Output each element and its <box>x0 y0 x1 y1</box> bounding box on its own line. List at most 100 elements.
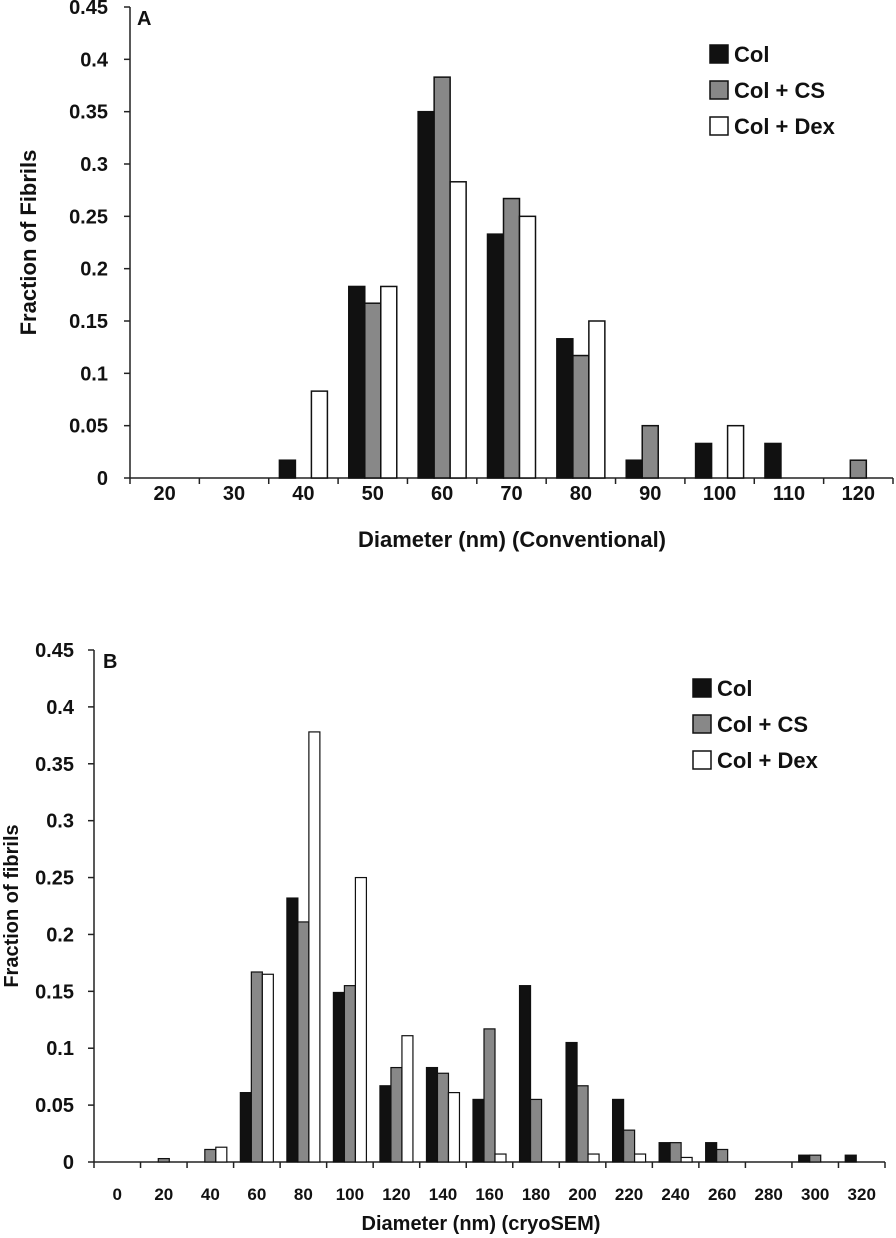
bar-col-90 <box>625 459 643 479</box>
bar-col-cs-160 <box>483 1028 496 1163</box>
y-tick-label: 0.05 <box>35 1095 74 1117</box>
bar-col-300 <box>798 1154 811 1163</box>
x-tick-label: 20 <box>154 483 176 505</box>
bar-col-dex-140 <box>447 1091 461 1163</box>
bar-col-dex-60 <box>261 973 274 1163</box>
x-tick-label: 110 <box>773 483 805 505</box>
bar-col-160 <box>472 1098 485 1163</box>
x-tick-label: 320 <box>848 1185 876 1204</box>
legend: Col Col + CS Col + Dex <box>692 676 819 773</box>
y-tick-label: 0.1 <box>46 1038 74 1060</box>
bar-col-dex-240 <box>680 1156 693 1163</box>
bar-col-cs-40 <box>204 1148 217 1163</box>
legend-label: Col <box>717 676 752 701</box>
bar-col-dex-200 <box>587 1153 600 1163</box>
x-tick-label: 160 <box>475 1185 503 1204</box>
x-axis-title: Diameter (nm) (Conventional) <box>358 527 666 552</box>
y-tick-label: 0.05 <box>69 416 108 438</box>
chart-panel-a: 0 0.05 0.1 0.15 0.2 0.25 0.3 0.35 0.4 0.45 20 30 40 5… <box>16 0 894 552</box>
x-tick-label: 40 <box>201 1185 220 1204</box>
bar-col-cs-20 <box>157 1157 170 1163</box>
bar-col-cs-180 <box>529 1098 543 1163</box>
bar-col-180 <box>518 985 532 1163</box>
bar-col-40 <box>278 459 297 479</box>
x-tick-label: 200 <box>568 1185 596 1204</box>
bar-col-100 <box>694 442 713 479</box>
y-tick-label: 0 <box>63 1152 74 1174</box>
y-tick-label: 0.35 <box>35 754 74 776</box>
bar-col-cs-80 <box>297 921 310 1163</box>
x-tick-label: 100 <box>336 1185 364 1204</box>
legend-swatch <box>709 80 729 100</box>
x-tick-label: 140 <box>429 1185 457 1204</box>
bar-col-cs-200 <box>576 1085 589 1163</box>
bar-col-cs-90 <box>641 424 659 479</box>
bar-col-cs-50 <box>364 302 382 479</box>
legend-swatch <box>692 714 712 734</box>
bar-col-110 <box>764 442 782 479</box>
bar-col-dex-160 <box>494 1153 507 1163</box>
bar-col-cs-260 <box>716 1148 729 1163</box>
x-tick-label: 100 <box>703 483 736 505</box>
y-tick-label: 0.4 <box>80 49 109 71</box>
x-axis-title: Diameter (nm) (cryoSEM) <box>362 1213 601 1235</box>
bar-col-240 <box>658 1142 671 1163</box>
y-axis-title: Fraction of Fibrils <box>16 150 41 336</box>
y-tick-label: 0.4 <box>46 697 75 719</box>
bar-col-100 <box>332 991 346 1163</box>
bar-col-cs-60 <box>250 971 263 1163</box>
bar-col-cs-240 <box>669 1142 682 1163</box>
bar-col-dex-60 <box>449 181 467 479</box>
bar-col-dex-100 <box>354 876 368 1163</box>
y-tick-label: 0.3 <box>46 811 74 833</box>
x-tick-label: 60 <box>431 483 453 505</box>
bar-col-50 <box>348 285 366 479</box>
y-tick-label: 0.45 <box>69 0 108 19</box>
bar-col-dex-80 <box>308 731 321 1163</box>
y-tick-label: 0.15 <box>69 311 108 333</box>
x-tick-label: 0 <box>113 1185 122 1204</box>
bar-col-80 <box>286 897 299 1163</box>
x-tick-label: 120 <box>842 483 875 505</box>
legend-swatch <box>709 44 729 64</box>
bar-col-cs-100 <box>343 985 357 1163</box>
legend-swatch <box>692 750 712 770</box>
x-tick-label: 80 <box>570 483 592 505</box>
bar-col-dex-70 <box>518 215 537 479</box>
y-tick-label: 0.3 <box>80 154 108 176</box>
y-tick-label: 0 <box>97 468 108 490</box>
legend-label: Col + Dex <box>734 114 836 139</box>
bar-col-cs-80 <box>572 354 590 479</box>
y-tick-label: 0.15 <box>35 981 74 1003</box>
bar-col-260 <box>705 1142 718 1163</box>
legend-swatch <box>692 678 712 698</box>
x-tick-label: 30 <box>223 483 245 505</box>
bar-col-140 <box>425 1066 439 1163</box>
bar-col-cs-120 <box>849 459 868 479</box>
bar-col-dex-80 <box>588 320 606 479</box>
x-tick-label: 240 <box>661 1185 689 1204</box>
bar-col-320 <box>844 1154 857 1163</box>
legend-label: Col + CS <box>734 78 825 103</box>
bar-col-dex-50 <box>380 285 398 479</box>
y-tick-label: 0.25 <box>69 206 108 228</box>
y-tick-label: 0.2 <box>46 924 74 946</box>
chart-panel-b: 0 0.05 0.1 0.15 0.2 0.25 0.3 0.35 0.4 0.45 0 20 40 60… <box>1 640 886 1235</box>
bar-col-dex-40 <box>310 390 329 479</box>
bar-col-80 <box>556 338 574 479</box>
bar-col-200 <box>565 1041 578 1163</box>
y-tick-label: 0.35 <box>69 102 108 124</box>
bar-col-dex-220 <box>633 1153 647 1163</box>
panel-label: A <box>137 8 151 30</box>
bar-col-60 <box>417 110 435 479</box>
legend-swatch <box>709 116 729 136</box>
bar-col-70 <box>486 233 505 479</box>
y-tick-label: 0.25 <box>35 868 74 890</box>
x-tick-label: 90 <box>639 483 661 505</box>
x-tick-label: 40 <box>292 483 314 505</box>
x-tick-label: 180 <box>522 1185 550 1204</box>
x-tick-label: 220 <box>615 1185 643 1204</box>
bar-col-120 <box>379 1085 392 1163</box>
bar-col-dex-40 <box>215 1146 228 1163</box>
